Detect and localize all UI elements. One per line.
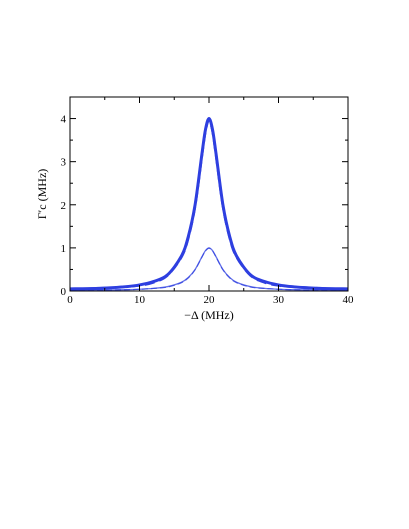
x-tick-label: 20 (204, 294, 216, 306)
y-tick-label: 1 (61, 243, 67, 255)
y-tick-label: 4 (61, 114, 67, 126)
y-tick-label: 2 (61, 200, 67, 212)
y-tick-label: 0 (61, 286, 67, 298)
series-line-2 (69, 118, 349, 291)
y-tick-label: 3 (61, 157, 67, 169)
x-tick-label: 0 (67, 294, 73, 306)
series-line-4 (69, 247, 349, 292)
y-axis-title: Γ′c (MHz) (35, 169, 49, 220)
x-tick-label: 30 (273, 294, 285, 306)
x-axis-title: −Δ (MHz) (184, 308, 233, 322)
ticks-layer: 0 10 20 30 40 0 1 2 3 4 (61, 96, 355, 306)
x-tick-label: 10 (134, 294, 146, 306)
plot-frame (69, 96, 349, 292)
series-line-3 (69, 247, 349, 292)
series-layer (69, 117, 349, 292)
x-tick-label: 40 (343, 294, 355, 306)
series-line-1 (69, 117, 349, 291)
